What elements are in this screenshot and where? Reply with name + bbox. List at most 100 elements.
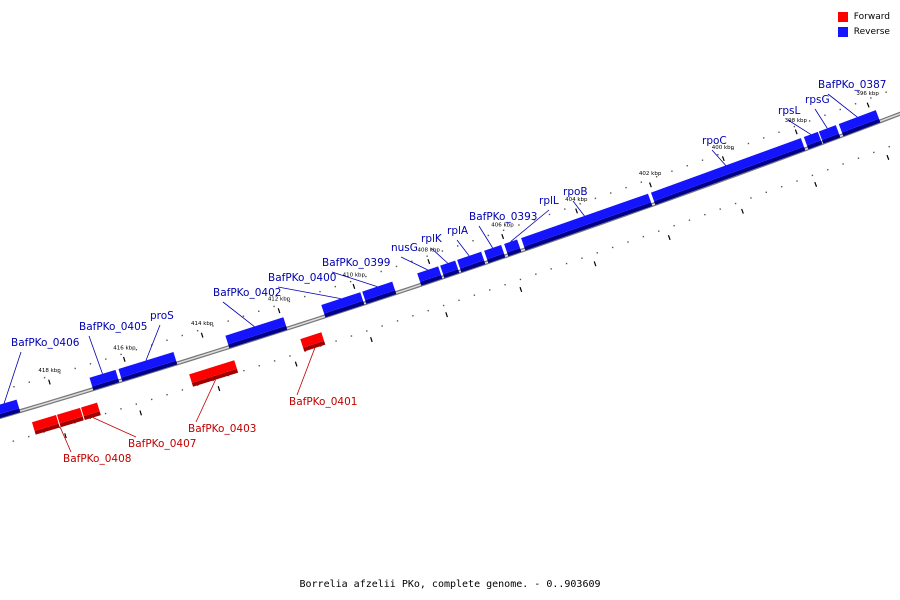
reverse-gene[interactable] (457, 251, 485, 269)
ruler-dot-upper (227, 320, 229, 322)
reverse-gene[interactable] (484, 244, 505, 260)
ruler-dot-lower (888, 145, 890, 148)
ruler-dot-upper (778, 131, 780, 133)
ruler-dot-lower (243, 369, 245, 372)
forward-gene-label[interactable]: BafPKo_0401 (289, 396, 357, 408)
reverse-gene-shadow (507, 248, 522, 257)
ruler-tick-lower (667, 235, 671, 241)
reverse-gene-label[interactable]: proS (150, 310, 174, 322)
ruler-dot-lower (458, 299, 460, 302)
forward-gene-shadow (303, 340, 326, 352)
reverse-gene-label[interactable]: BafPKo_0387 (818, 79, 886, 91)
reverse-gene[interactable] (803, 131, 821, 146)
reverse-gene-shadow (806, 140, 823, 150)
ruler-dot-lower (28, 435, 30, 438)
forward-gene[interactable] (300, 332, 325, 348)
ruler-dot-upper (74, 367, 76, 370)
legend-forward[interactable]: Forward (837, 9, 890, 24)
ruler-dot-upper (120, 353, 122, 356)
reverse-gene-leader (277, 286, 341, 300)
forward-gene-leader (296, 347, 316, 396)
ruler-dot-upper (59, 372, 61, 374)
legend-reverse[interactable]: Reverse (837, 24, 890, 39)
reverse-gene[interactable] (504, 239, 521, 253)
ruler-dot-lower (135, 403, 138, 405)
reverse-gene-label[interactable]: rpoC (702, 135, 727, 147)
ruler-tick-lower (886, 154, 890, 160)
reverse-gene[interactable] (521, 193, 651, 247)
reverse-gene-label[interactable]: rpoB (563, 186, 588, 198)
reverse-gene[interactable] (89, 369, 119, 387)
ruler-dot-lower (412, 315, 414, 317)
reverse-gene-label[interactable]: rplL (539, 195, 559, 207)
ruler-dot-lower (535, 273, 537, 275)
legend-reverse-label: Reverse (853, 26, 890, 37)
reverse-gene-label[interactable]: BafPKo_0406 (11, 337, 80, 349)
reverse-gene[interactable] (118, 352, 177, 378)
ruler-tick-upper (48, 379, 51, 385)
forward-gene-leader (92, 417, 137, 438)
forward-gene-label[interactable]: BafPKo_0407 (128, 438, 196, 450)
ruler-dot-upper (793, 125, 796, 128)
reverse-gene[interactable] (362, 281, 396, 301)
ruler-dot-lower (857, 157, 860, 159)
reverse-gene[interactable] (225, 317, 287, 345)
reverse-gene-label[interactable]: BafPKo_0402 (213, 287, 281, 299)
reverse-gene-label[interactable]: rpsL (778, 105, 800, 117)
forward-gene-shadow (83, 411, 101, 420)
ruler-tick-lower (445, 312, 448, 318)
forward-gene[interactable] (31, 415, 59, 431)
forward-gene-shadow (59, 416, 84, 428)
reverse-gene-label[interactable]: BafPKo_0400 (268, 272, 336, 284)
forward-gene-label[interactable]: BafPKo_0408 (63, 453, 131, 465)
reverse-swatch-icon (837, 26, 848, 37)
reverse-gene-label[interactable]: nusG (391, 242, 418, 254)
ruler-dot-upper (610, 192, 612, 194)
ruler-dot-lower (627, 241, 629, 243)
reverse-gene[interactable] (417, 266, 442, 282)
ruler-dot-lower (842, 163, 844, 165)
reverse-gene-label[interactable]: rplA (447, 225, 469, 237)
ruler-dot-upper (135, 349, 138, 351)
reverse-gene-label[interactable]: rplK (421, 233, 443, 245)
forward-gene-label[interactable]: BafPKo_0403 (188, 423, 256, 435)
ruler-dot-lower (289, 355, 291, 357)
reverse-gene[interactable] (321, 292, 364, 314)
reverse-gene[interactable] (0, 399, 20, 416)
ruler-dot-upper (242, 315, 245, 317)
ruler-dot-lower (642, 235, 645, 238)
reverse-gene[interactable] (440, 260, 459, 275)
reverse-gene-label[interactable]: rpsG (805, 94, 830, 106)
ruler-dot-lower (873, 151, 875, 154)
ruler-dot-lower (780, 186, 783, 188)
ruler-dot-lower (765, 191, 768, 194)
reverse-gene[interactable] (818, 125, 839, 140)
forward-gene[interactable] (57, 407, 83, 424)
reverse-gene-shadow (524, 202, 653, 251)
ruler-tick-lower (741, 208, 744, 214)
reverse-gene-label[interactable]: BafPKo_0405 (79, 321, 147, 333)
forward-gene-leader (195, 379, 216, 423)
forward-gene[interactable] (189, 360, 237, 383)
ruler-tick-lower (519, 286, 523, 293)
ruler-dot-upper (181, 334, 183, 337)
legend: Forward Reverse (837, 9, 890, 39)
forward-gene[interactable] (81, 402, 100, 417)
reverse-gene-leader (88, 335, 103, 374)
ruler-dot-upper (701, 159, 704, 161)
ruler-dot-lower (504, 284, 506, 286)
ruler-tick-lower (64, 433, 67, 439)
reverse-gene-label[interactable]: BafPKo_0393 (469, 211, 537, 223)
reverse-gene-shadow (420, 274, 443, 286)
forward-swatch-icon (837, 11, 848, 22)
reverse-gene[interactable] (838, 110, 879, 133)
ruler-dot-lower (581, 257, 583, 259)
reverse-gene[interactable] (650, 138, 804, 202)
reverse-gene-leader (827, 93, 858, 118)
legend-forward-label: Forward (853, 11, 890, 22)
reverse-gene-leader (145, 324, 161, 361)
ruler-dot-lower (489, 289, 491, 291)
ruler-tick-upper (200, 332, 204, 338)
reverse-gene-label[interactable]: BafPKo_0399 (322, 257, 390, 269)
